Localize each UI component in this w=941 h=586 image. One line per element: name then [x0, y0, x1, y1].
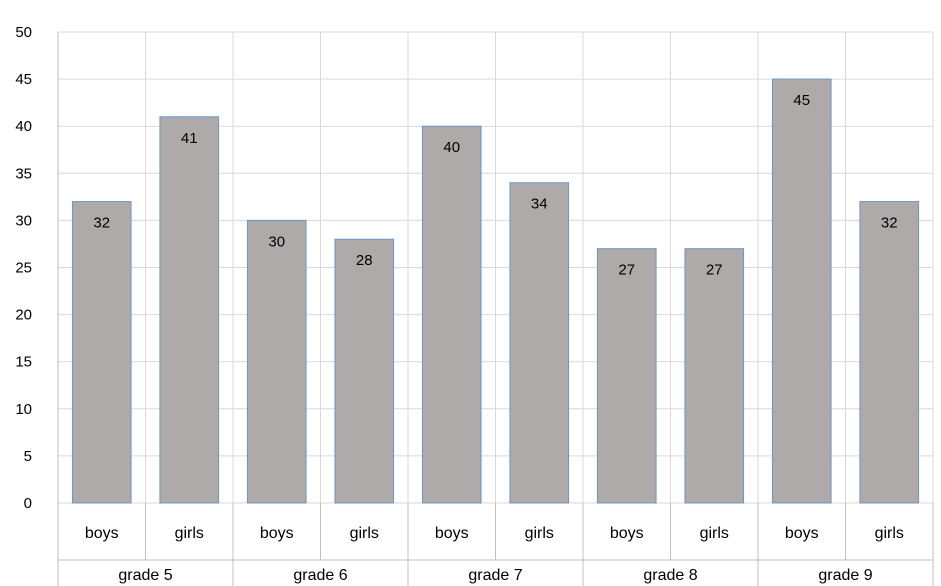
bar	[596, 248, 657, 504]
data-label: 32	[93, 215, 110, 232]
y-tick-label: 50	[15, 24, 32, 41]
bar	[159, 116, 220, 504]
y-tick-label: 5	[24, 448, 32, 465]
bar	[71, 201, 132, 504]
group-label: grade 7	[468, 567, 522, 584]
data-label: 27	[618, 262, 635, 279]
y-tick-label: 40	[15, 118, 32, 135]
y-tick-label: 25	[15, 260, 32, 277]
bar	[509, 182, 570, 504]
data-label: 34	[531, 196, 548, 213]
category-label: girls	[700, 525, 729, 542]
group-label: grade 9	[818, 567, 872, 584]
group-label: grade 5	[118, 567, 172, 584]
bar	[421, 125, 482, 504]
y-tick-label: 35	[15, 165, 32, 182]
bar	[859, 201, 920, 504]
category-label: girls	[875, 525, 904, 542]
data-label: 30	[268, 233, 285, 250]
data-label: 41	[181, 130, 198, 147]
bar	[771, 78, 832, 504]
category-label: girls	[175, 525, 204, 542]
category-label: boys	[435, 525, 469, 542]
y-tick-label: 30	[15, 212, 32, 229]
bars-layer	[71, 78, 920, 504]
category-label: boys	[85, 525, 119, 542]
category-label: boys	[260, 525, 294, 542]
data-label: 28	[356, 252, 373, 269]
y-tick-label: 20	[15, 307, 32, 324]
labels-layer: 0 5 10 15 20 25 30 35 40 45 50 32 boys 41 girls 30 boys 2…	[15, 24, 904, 584]
group-label: grade 6	[293, 567, 347, 584]
category-label: girls	[350, 525, 379, 542]
bar	[684, 248, 745, 504]
data-label: 45	[793, 92, 810, 109]
category-label: boys	[785, 525, 819, 542]
y-tick-label: 45	[15, 71, 32, 88]
bar	[246, 219, 307, 504]
data-label: 32	[881, 215, 898, 232]
data-label: 27	[706, 262, 723, 279]
data-label: 40	[443, 139, 460, 156]
group-label: grade 8	[643, 567, 697, 584]
category-label: girls	[525, 525, 554, 542]
category-label: boys	[610, 525, 644, 542]
y-tick-label: 15	[15, 354, 32, 371]
y-tick-label: 0	[24, 495, 32, 512]
bar	[334, 238, 395, 504]
y-tick-label: 10	[15, 401, 32, 418]
